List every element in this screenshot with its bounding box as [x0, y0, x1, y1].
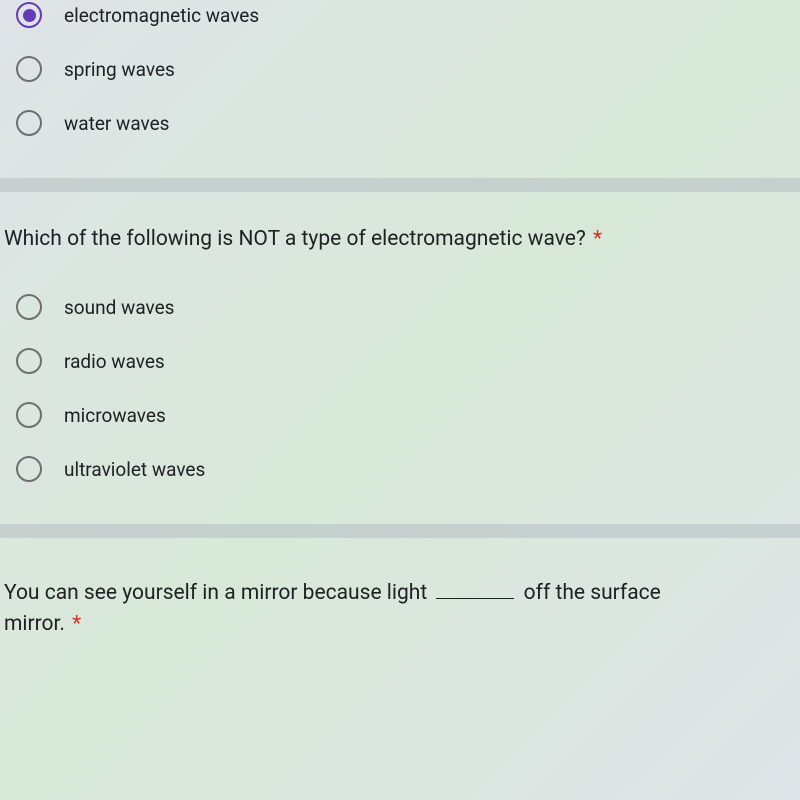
option-label: microwaves: [64, 404, 166, 427]
question-2-prompt: Which of the following is NOT a type of …: [0, 192, 800, 280]
radio-selected-icon: [16, 2, 42, 28]
radio-unselected-icon: [16, 294, 42, 320]
question-3-prompt: You can see yourself in a mirror because…: [0, 538, 800, 665]
option-radio-waves[interactable]: radio waves: [0, 334, 800, 388]
option-label: radio waves: [64, 350, 165, 373]
radio-unselected-icon: [16, 348, 42, 374]
question-2: Which of the following is NOT a type of …: [0, 192, 800, 524]
option-ultraviolet-waves[interactable]: ultraviolet waves: [0, 442, 800, 496]
section-divider: [0, 178, 800, 192]
question-1-options: electromagnetic waves spring waves water…: [0, 0, 800, 178]
question-text-line2: mirror.: [4, 612, 65, 636]
question-3: You can see yourself in a mirror because…: [0, 538, 800, 693]
question-text-after: off the surface: [518, 581, 660, 605]
option-water-waves[interactable]: water waves: [0, 96, 800, 150]
option-label: spring waves: [64, 58, 175, 81]
option-label: water waves: [64, 112, 170, 135]
option-label: sound waves: [64, 296, 174, 319]
option-label: electromagnetic waves: [64, 4, 259, 27]
option-sound-waves[interactable]: sound waves: [0, 280, 800, 334]
radio-unselected-icon: [16, 456, 42, 482]
option-microwaves[interactable]: microwaves: [0, 388, 800, 442]
radio-unselected-icon: [16, 110, 42, 136]
radio-unselected-icon: [16, 56, 42, 82]
question-text-before: You can see yourself in a mirror because…: [4, 581, 432, 605]
section-divider: [0, 524, 800, 538]
required-asterisk: *: [593, 227, 602, 251]
option-spring-waves[interactable]: spring waves: [0, 42, 800, 96]
radio-unselected-icon: [16, 402, 42, 428]
option-electromagnetic-waves[interactable]: electromagnetic waves: [0, 0, 800, 42]
option-label: ultraviolet waves: [64, 458, 205, 481]
fill-blank: [436, 598, 514, 599]
question-text-content: Which of the following is NOT a type of …: [4, 227, 586, 251]
required-asterisk: *: [72, 612, 81, 636]
